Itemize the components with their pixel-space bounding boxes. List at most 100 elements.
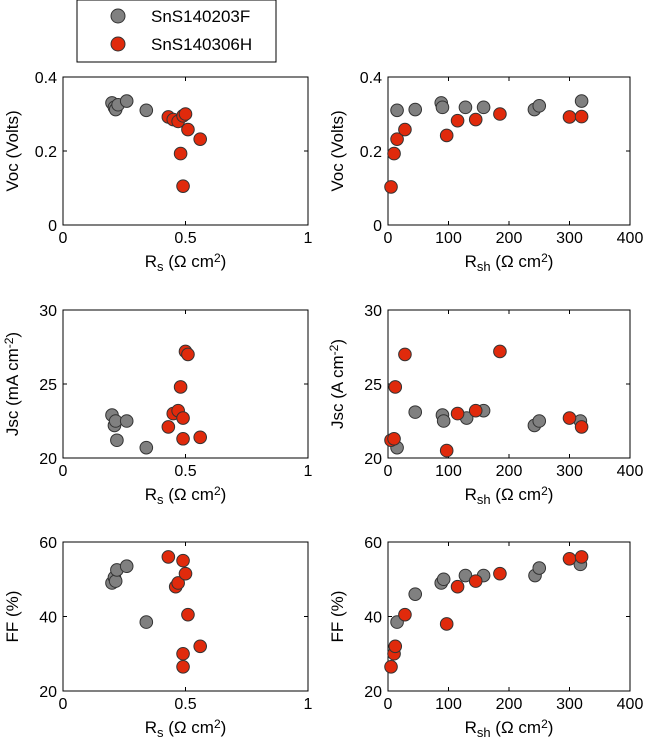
y-tick-label: 20 <box>39 684 57 701</box>
data-point <box>468 112 483 127</box>
data-point <box>458 568 473 583</box>
x-axis-label-close: ) <box>221 718 227 737</box>
y-tick-label: 25 <box>39 377 57 394</box>
y-tick-label: 0.2 <box>360 144 382 161</box>
data-point <box>398 607 412 622</box>
y-axis-label: FF (%) <box>328 591 347 643</box>
x-tick-label: 0 <box>59 463 68 480</box>
x-tick-label: 100 <box>435 463 462 480</box>
x-axis-label-subscript: s <box>157 259 164 274</box>
series-sns140306h <box>161 344 207 446</box>
x-axis-label-subscript: s <box>157 725 164 740</box>
chart-ff-vs-rs: 0 0.5 1 20 40 60 Rs (Ω cm2) FF (%) <box>3 535 313 740</box>
plot-area <box>387 541 631 692</box>
data-point <box>493 107 507 121</box>
x-tick-label: 0.5 <box>174 696 196 713</box>
data-point <box>562 411 577 425</box>
x-tick-label: 400 <box>617 230 644 247</box>
x-axis-label-unit: (Ω cm <box>491 252 541 271</box>
data-point <box>398 122 412 137</box>
data-point <box>439 443 454 458</box>
data-point <box>193 132 207 146</box>
series-sns140203f <box>105 559 154 629</box>
data-point <box>493 344 507 359</box>
plot-area <box>387 309 631 459</box>
data-point <box>450 579 465 594</box>
series-sns140203f <box>390 403 588 455</box>
series-sns140203f <box>105 94 154 118</box>
y-axis-label-main: FF (%) <box>3 591 22 643</box>
data-point <box>390 132 404 146</box>
data-point <box>384 659 398 674</box>
legend-marker-sns140306h <box>110 36 126 52</box>
data-point <box>436 414 451 428</box>
x-tick-label: 400 <box>617 463 644 480</box>
data-point <box>450 406 465 421</box>
data-point <box>139 103 154 118</box>
data-point <box>408 102 423 117</box>
x-tick-label: 0 <box>384 230 393 247</box>
y-tick-label: 20 <box>364 684 382 701</box>
data-point <box>176 553 190 568</box>
x-tick-label: 1 <box>304 230 313 247</box>
data-point <box>476 100 491 115</box>
y-tick-label: 40 <box>364 610 382 627</box>
x-axis-label-unit: (Ω cm <box>163 718 213 737</box>
x-axis-label: Rsh (Ω cm2) <box>465 251 554 274</box>
data-point <box>574 94 589 108</box>
data-point <box>387 146 401 161</box>
data-point <box>193 430 207 445</box>
data-point <box>119 414 134 428</box>
data-point <box>176 411 190 425</box>
chart-ff-vs-rsh: 0 100 200 300 400 20 40 60 Rsh (Ω cm2) FF (%) <box>328 535 643 740</box>
x-axis-label-close: ) <box>548 252 554 271</box>
data-point <box>176 179 190 193</box>
data-point <box>108 574 123 588</box>
data-point <box>176 646 190 661</box>
y-axis-label: Jsc (mA cm-2) <box>2 332 22 436</box>
y-tick-label: 0 <box>373 218 382 235</box>
x-axis-label-main: R <box>145 718 157 737</box>
x-axis-label-unit: (Ω cm <box>491 485 541 504</box>
x-tick-label: 200 <box>496 230 523 247</box>
data-point <box>139 440 154 455</box>
x-tick-label: 200 <box>496 463 523 480</box>
legend-label-sns140203f: SnS140203F <box>151 7 250 26</box>
y-tick-label: 40 <box>39 610 57 627</box>
y-axis-label-main: Jsc (mA cm <box>3 348 22 436</box>
y-axis-label: FF (%) <box>3 591 22 643</box>
data-point <box>119 559 134 574</box>
x-axis-label-close: ) <box>548 718 554 737</box>
data-point <box>388 639 403 654</box>
x-axis-label-main: R <box>465 485 477 504</box>
data-point <box>458 100 473 115</box>
plot-area <box>387 76 631 226</box>
x-tick-label: 0.5 <box>174 230 196 247</box>
x-tick-label: 300 <box>556 230 583 247</box>
data-point <box>439 617 454 631</box>
data-point <box>562 110 577 124</box>
x-axis-label-subscript: sh <box>477 492 491 507</box>
data-point <box>390 103 404 118</box>
x-axis-label-superscript: 2 <box>541 484 548 498</box>
x-axis-label: Rsh (Ω cm2) <box>465 484 554 507</box>
legend-label-sns140306h: SnS140306H <box>151 35 252 54</box>
x-axis-label-close: ) <box>221 252 227 271</box>
x-axis-label-main: R <box>145 485 157 504</box>
y-tick-label: 25 <box>364 377 382 394</box>
x-axis-label-subscript: sh <box>477 259 491 274</box>
data-point <box>178 107 193 121</box>
x-tick-label: 300 <box>556 696 583 713</box>
y-tick-label: 60 <box>39 535 57 552</box>
data-point <box>110 433 124 448</box>
data-point <box>574 550 589 564</box>
data-point <box>171 576 185 590</box>
y-axis-label-superscript: -2 <box>327 344 341 355</box>
x-tick-label: 0 <box>59 696 68 713</box>
y-axis-label: Voc (Volts) <box>3 110 22 191</box>
y-axis-label-main: Voc (Volts) <box>328 110 347 191</box>
x-axis-label-superscript: 2 <box>541 251 548 265</box>
x-axis-label-superscript: 2 <box>214 251 221 265</box>
data-point <box>439 128 454 143</box>
